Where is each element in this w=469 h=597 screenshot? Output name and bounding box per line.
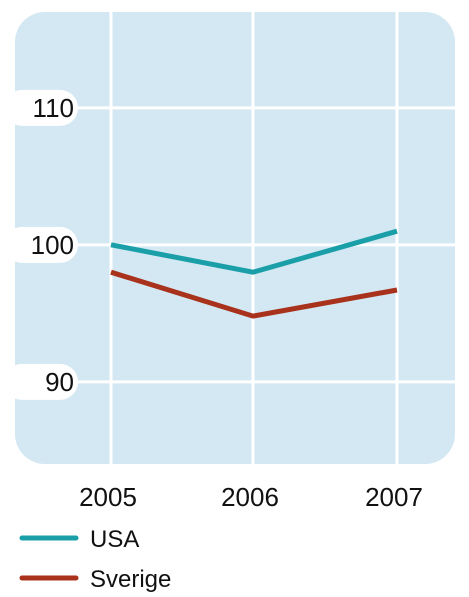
legend: USA Sverige xyxy=(19,526,171,593)
y-tick-label-110: 110 xyxy=(33,93,74,123)
x-axis-ticks: 2005 2006 2007 xyxy=(79,482,423,512)
y-tick-pill-110 xyxy=(4,89,78,126)
series-lines xyxy=(110,228,398,319)
y-tick-label-90: 90 xyxy=(45,367,74,397)
y-tick-pill-100 xyxy=(4,226,78,263)
legend-label-sverige: Sverige xyxy=(90,566,171,593)
horizontal-gridlines xyxy=(15,106,455,384)
x-tick-label-2005: 2005 xyxy=(79,482,137,512)
y-axis-ticks: 90 100 110 xyxy=(4,89,78,400)
plot-background xyxy=(15,12,455,464)
x-tick-label-2007: 2007 xyxy=(365,482,423,512)
y-tick-pill-90 xyxy=(4,363,78,400)
y-tick-label-100: 100 xyxy=(31,230,74,260)
x-tick-label-2006: 2006 xyxy=(221,482,279,512)
legend-label-usa: USA xyxy=(90,526,139,553)
